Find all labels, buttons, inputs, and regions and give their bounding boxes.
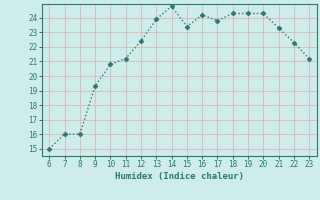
- X-axis label: Humidex (Indice chaleur): Humidex (Indice chaleur): [115, 172, 244, 181]
